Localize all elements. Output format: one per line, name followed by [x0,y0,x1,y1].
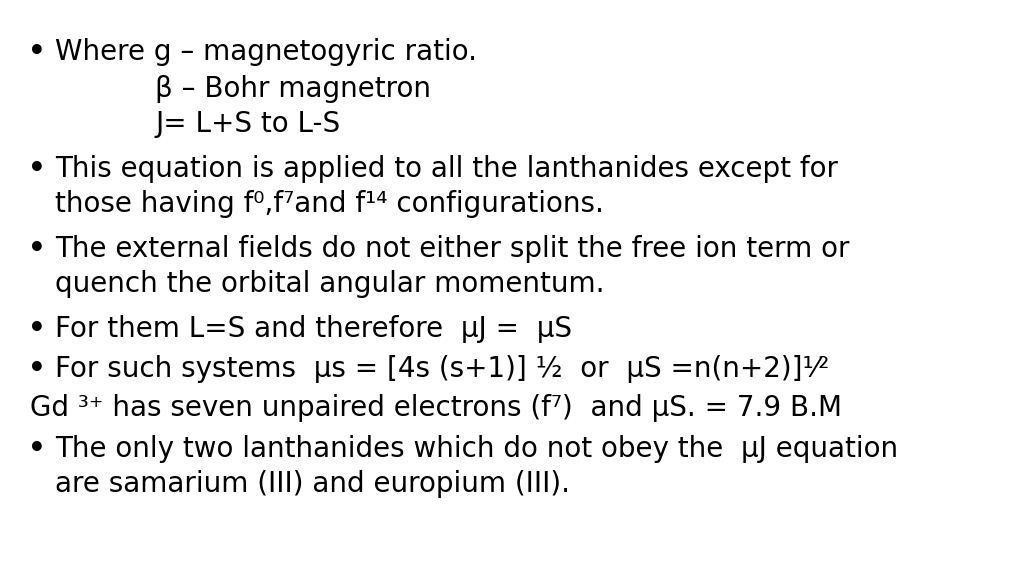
Text: The external fields do not either split the free ion term or: The external fields do not either split … [55,235,850,263]
Text: This equation is applied to all the lanthanides except for: This equation is applied to all the lant… [55,155,838,183]
Text: β – Bohr magnetron: β – Bohr magnetron [155,75,431,103]
Text: are samarium (III) and europium (III).: are samarium (III) and europium (III). [55,470,570,498]
Text: Where g – magnetogyric ratio.: Where g – magnetogyric ratio. [55,38,477,66]
Text: •: • [28,435,46,463]
Text: those having f⁰,f⁷and f¹⁴ configurations.: those having f⁰,f⁷and f¹⁴ configurations… [55,190,604,218]
Text: For such systems  μs = [4s (s+1)] ½  or  μS =n(n+2)]¹⁄²: For such systems μs = [4s (s+1)] ½ or μS… [55,355,829,383]
Text: •: • [28,155,46,183]
Text: For them L=S and therefore  μJ =  μS: For them L=S and therefore μJ = μS [55,315,572,343]
Text: •: • [28,315,46,343]
Text: quench the orbital angular momentum.: quench the orbital angular momentum. [55,270,604,298]
Text: •: • [28,235,46,263]
Text: Gd ³⁺ has seven unpaired electrons (f⁷)  and μS. = 7.9 B.M: Gd ³⁺ has seven unpaired electrons (f⁷) … [30,394,842,422]
Text: •: • [28,38,46,66]
Text: The only two lanthanides which do not obey the  μJ equation: The only two lanthanides which do not ob… [55,435,898,463]
Text: •: • [28,355,46,383]
Text: J= L+S to L-S: J= L+S to L-S [155,110,340,138]
